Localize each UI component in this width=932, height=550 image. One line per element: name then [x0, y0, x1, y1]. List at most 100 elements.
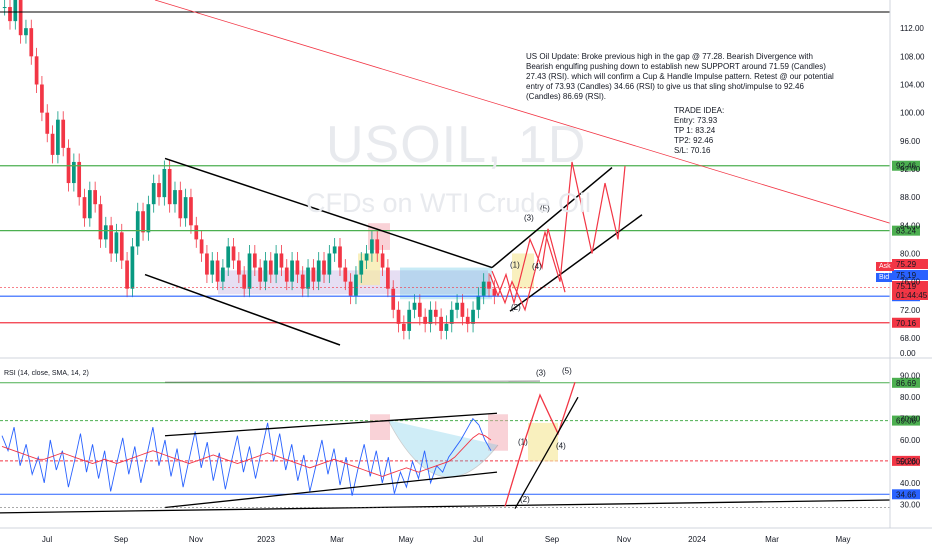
- time-tick-label: May: [835, 535, 850, 544]
- candle-body: [306, 267, 310, 289]
- price-tick-label: 88.00: [900, 193, 921, 202]
- candle-body: [423, 316, 428, 324]
- time-tick-label: Mar: [330, 535, 344, 544]
- analysis-note[interactable]: US Oil Update: Broke previous high in th…: [526, 52, 834, 101]
- cup-zone: [400, 267, 492, 300]
- candle-body: [401, 323, 406, 331]
- candle-body: [391, 288, 396, 310]
- candle-body: [481, 281, 486, 296]
- candle-body: [77, 161, 82, 198]
- rsi-level-badge: [892, 377, 920, 388]
- candle-body: [247, 253, 252, 289]
- price-badge-label: 75.19: [896, 271, 917, 280]
- candle-body: [348, 281, 353, 296]
- candle-body: [492, 288, 497, 296]
- wave-labels: (1) (2) (3) (4) (5) (1) (2) (3) (4) (5): [510, 204, 572, 504]
- rsi-line: [1, 417, 492, 496]
- candle-body: [252, 253, 257, 268]
- time-tick-label: Nov: [617, 535, 631, 544]
- candle-body: [396, 309, 401, 324]
- candle-body: [98, 204, 103, 240]
- rsi-indicator-title[interactable]: RSI (14, close, SMA, 14, 2): [4, 370, 89, 377]
- candle-body: [13, 0, 18, 22]
- rsi-level-badge-label: 69.06: [896, 417, 917, 426]
- rsi-level-badge-label: 34.66: [896, 490, 917, 499]
- time-tick-label: Nov: [189, 535, 203, 544]
- time-tick-label: 2023: [257, 535, 275, 544]
- time-axis[interactable]: Jul Sep Nov 2023 Mar May Jul Sep Nov 2024 Mar May: [0, 527, 932, 544]
- candle-body: [8, 7, 12, 22]
- candle-body: [114, 232, 119, 254]
- candle-body: [386, 267, 390, 289]
- rsi-level-badge-label: 50.26: [896, 457, 917, 466]
- wave-label: (4): [532, 262, 542, 271]
- candle-body: [50, 133, 55, 155]
- candle-body: [359, 260, 364, 275]
- rsi-tick-label: 60.00: [900, 436, 921, 445]
- rsi-upper-trendline: [164, 412, 498, 437]
- target-channel-upper: [491, 166, 613, 269]
- time-tick-label: Sep: [545, 535, 560, 544]
- rsi-tick-label: 40.00: [900, 479, 921, 488]
- wave-label: (3): [524, 213, 534, 222]
- rsi-level-badge: [892, 489, 920, 500]
- rsi-wave-label: (2): [520, 495, 530, 504]
- rsi-wave-label: (4): [556, 442, 566, 451]
- candle-body: [87, 190, 92, 219]
- candle-body: [338, 246, 342, 268]
- candle-body: [279, 253, 284, 268]
- trade-idea-title: TRADE IDEA:: [674, 106, 725, 115]
- candle-body: [311, 267, 316, 282]
- candle-body: [231, 246, 236, 261]
- candle-body: [295, 260, 300, 275]
- price-tick-label: 104.00: [900, 80, 925, 89]
- handle-zone: [358, 253, 380, 286]
- rsi-cup-shape: [387, 419, 499, 478]
- candle-body: [487, 281, 491, 289]
- price-badge: [892, 281, 928, 291]
- bid-tag: Bid: [876, 273, 893, 282]
- candle-body: [135, 211, 140, 247]
- price-tick-label: 112.00: [900, 24, 924, 33]
- trade-stoploss: S/L: 70.16: [674, 146, 711, 155]
- price-candles: [2, 0, 497, 340]
- candle-body: [45, 112, 50, 134]
- price-badge: [892, 270, 928, 280]
- rsi-tick-label: 50.00: [900, 457, 921, 466]
- rsi-pane: 86.69 69.06 50.26 34.66: [0, 377, 920, 514]
- level-badge: [892, 225, 920, 236]
- candle-body: [210, 260, 215, 275]
- trade-entry: Entry: 73.93: [674, 116, 718, 125]
- level-badge: [892, 317, 920, 328]
- candle-body: [300, 274, 305, 289]
- candle-body: [119, 232, 124, 261]
- candle-body: [199, 239, 204, 254]
- rsi-lower-trendline: [164, 471, 498, 509]
- level-badge: [892, 160, 920, 171]
- level-badge-label: 70.16: [896, 319, 917, 328]
- candle-body: [215, 260, 220, 282]
- candle-body: [407, 309, 412, 331]
- candle-body: [471, 309, 475, 324]
- rsi-divergence-zone: [370, 414, 390, 440]
- rsi-base-trendline: [0, 499, 891, 514]
- candle-body: [61, 119, 66, 148]
- price-tick-label: 72.00: [900, 306, 921, 315]
- wave-label: (1): [510, 261, 520, 270]
- trade-tp1: TP 1: 83.24: [674, 126, 716, 135]
- candle-body: [205, 253, 209, 275]
- time-tick-label: Jul: [473, 535, 483, 544]
- rsi-level-badge-label: 86.69: [896, 379, 917, 388]
- trade-idea-note[interactable]: TRADE IDEA: Entry: 73.93 TP 1: 83.24 TP2…: [674, 106, 754, 156]
- candle-body: [194, 225, 199, 240]
- price-badge: [892, 259, 928, 269]
- candle-body: [428, 309, 433, 324]
- rsi-tick-label: 90.00: [900, 372, 921, 381]
- candle-body: [258, 267, 263, 282]
- candle-body: [364, 253, 369, 261]
- target-zone: [512, 253, 534, 289]
- candle-body: [455, 302, 459, 310]
- candle-body: [465, 316, 470, 324]
- rsi-wave-label: (5): [562, 367, 572, 376]
- candle-body: [290, 260, 294, 282]
